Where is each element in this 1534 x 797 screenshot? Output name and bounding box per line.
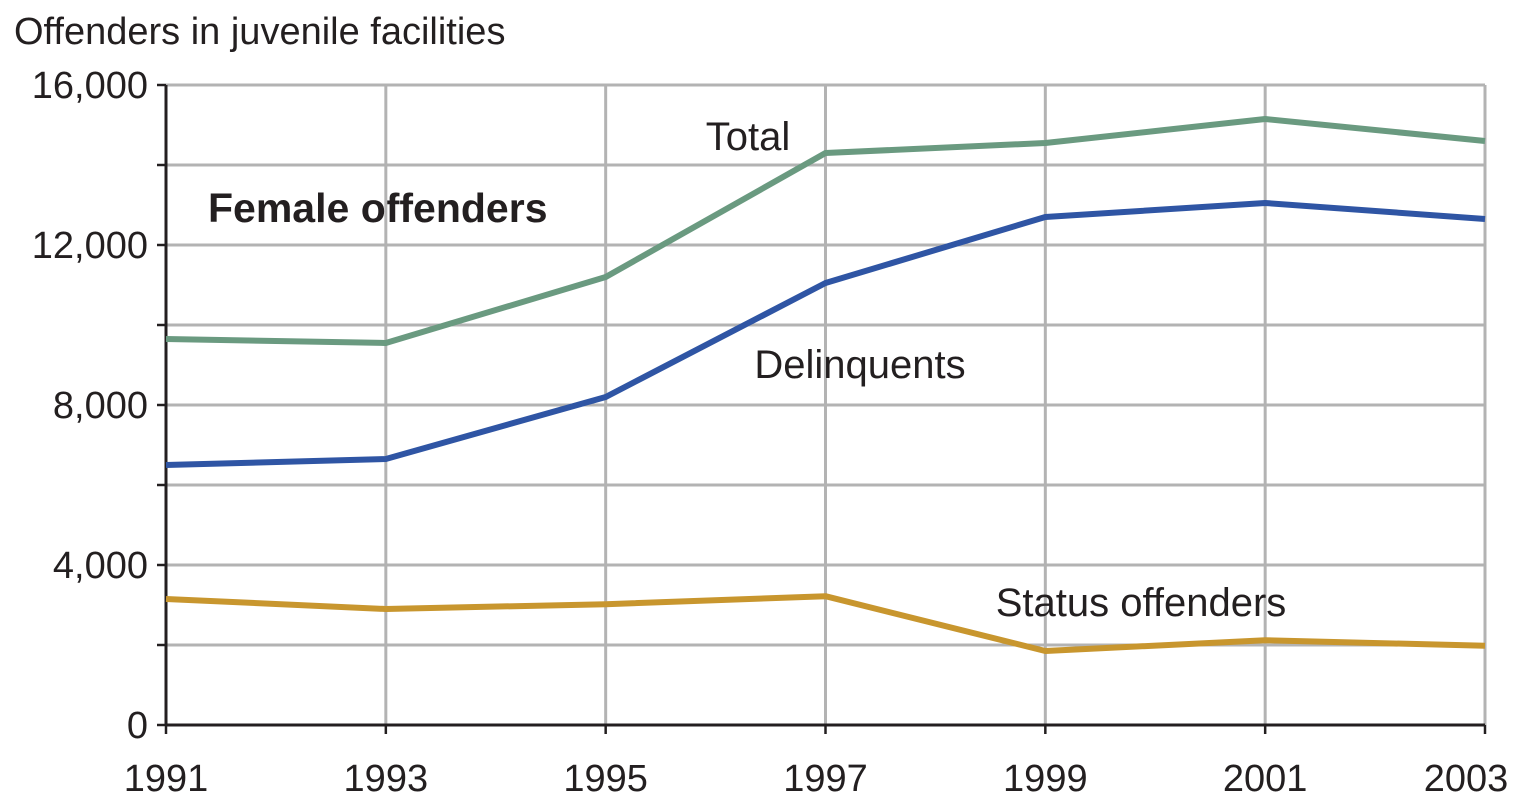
- y-tick-label: 4,000: [53, 545, 148, 587]
- y-tick-label: 12,000: [32, 225, 148, 267]
- series-lines: [165, 116, 1486, 654]
- x-tick-label: 1999: [1003, 758, 1088, 797]
- y-tick-label: 0: [127, 705, 148, 747]
- series-label: Delinquents: [754, 343, 965, 387]
- series-labels: Total Delinquents Status offenders: [706, 115, 1287, 625]
- axes: [157, 83, 1487, 734]
- chart-subtitle: Female offenders: [208, 185, 548, 231]
- x-tick-label: 2001: [1223, 758, 1308, 797]
- y-tick-label: 8,000: [53, 385, 148, 427]
- series-line: [165, 116, 1486, 346]
- x-tick-label: 2003: [1424, 758, 1509, 797]
- y-axis-title: Offenders in juvenile facilities: [14, 11, 505, 53]
- series-label: Total: [706, 115, 791, 159]
- x-tick-label: 1997: [783, 758, 868, 797]
- series-line: [165, 200, 1486, 468]
- x-tick-label: 1993: [344, 758, 429, 797]
- y-tick-label: 16,000: [32, 65, 148, 107]
- series-label: Status offenders: [996, 581, 1287, 625]
- grid: [166, 83, 1487, 725]
- x-tick-label: 1995: [563, 758, 648, 797]
- tick-labels: 0 4,000 8,000 12,000 16,000 1991 1993 1995 1997 1…: [32, 65, 1509, 797]
- series-line: [165, 593, 1486, 654]
- x-tick-label: 1991: [124, 758, 209, 797]
